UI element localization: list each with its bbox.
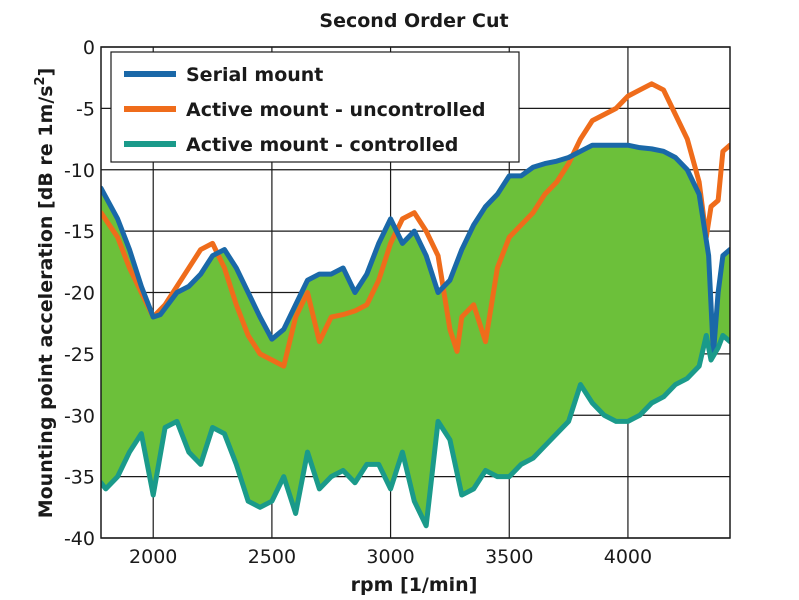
y-tick-label: -5	[76, 98, 95, 120]
fill-region	[101, 145, 730, 526]
series-line-2	[101, 332, 730, 529]
x-tick-label: 3500	[485, 546, 533, 568]
legend-label: Serial mount	[186, 64, 323, 86]
chart-title: Second Order Cut	[319, 10, 508, 32]
x-tick-label: 4000	[604, 546, 652, 568]
series-layer	[101, 81, 730, 529]
x-axis-label: rpm [1/min]	[351, 574, 478, 596]
legend-label: Active mount - uncontrolled	[186, 99, 485, 121]
legend-box	[110, 51, 520, 163]
x-tick-label: 2000	[129, 546, 177, 568]
y-axis-label-main: Mounting point acceleration [dB re 1m/s	[35, 85, 57, 518]
x-tick-label: 3000	[366, 546, 414, 568]
y-axis-label-sup: 2	[33, 76, 48, 85]
x-tick-label: 2500	[248, 546, 296, 568]
y-axis-ticks: 0 -5 -10 -15 -20 -25 -30 -35 -40	[64, 37, 95, 550]
y-tick-label: -15	[64, 221, 95, 243]
fill-between-area	[101, 145, 730, 526]
y-axis-label-end: ]	[35, 68, 57, 77]
y-tick-label: -10	[64, 160, 95, 182]
y-tick-label: -30	[64, 405, 95, 427]
x-axis-ticks: 2000 2500 3000 3500 4000	[129, 546, 652, 568]
y-axis-label: Mounting point acceleration [dB re 1m/s2…	[33, 68, 57, 519]
y-tick-label: -25	[64, 344, 95, 366]
legend-label: Active mount - controlled	[186, 134, 458, 156]
legend: Serial mount Active mount - uncontrolled A…	[110, 51, 520, 163]
plot-frame	[100, 46, 731, 539]
y-tick-label: -20	[64, 283, 95, 305]
y-tick-label: 0	[83, 37, 95, 59]
y-tick-label: -40	[64, 528, 95, 550]
y-tick-label: -35	[64, 467, 95, 489]
series-line-0	[101, 142, 730, 357]
